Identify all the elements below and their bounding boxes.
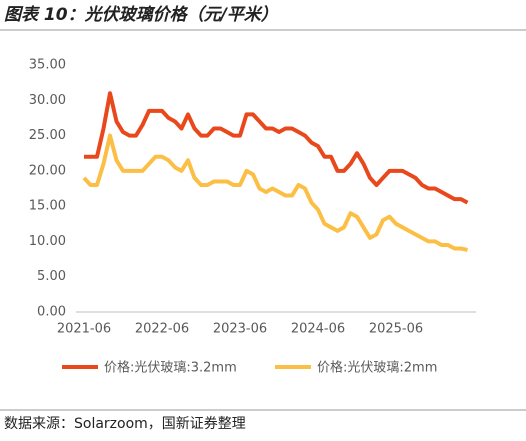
y-tick-label: 5.00: [37, 269, 66, 284]
x-tick-label: 2025-06: [369, 322, 423, 337]
source: 数据来源：Solarzoom，国新证券整理: [4, 416, 246, 432]
legend-label: 价格:光伏玻璃:2mm: [317, 360, 437, 376]
y-tick-label: 30.00: [29, 93, 66, 108]
chart-title: 图表 10：光伏玻璃价格（元/平米）: [4, 5, 278, 25]
y-tick-label: 10.00: [29, 234, 66, 249]
y-tick-label: 25.00: [29, 128, 66, 143]
series-line: [82, 133, 468, 252]
series-line: [84, 91, 469, 205]
legend-label: 价格:光伏玻璃:3.2mm: [104, 360, 237, 376]
x-tick-label: 2023-06: [213, 322, 267, 337]
y-tick-label: 15.00: [29, 199, 66, 214]
x-tick-label: 2022-06: [135, 322, 189, 337]
x-tick-label: 2024-06: [291, 322, 345, 337]
y-tick-label: 35.00: [29, 58, 66, 73]
x-tick-label: 2021-06: [57, 322, 111, 337]
y-tick-label: 20.00: [29, 163, 66, 178]
y-tick-label: 0.00: [37, 305, 66, 320]
